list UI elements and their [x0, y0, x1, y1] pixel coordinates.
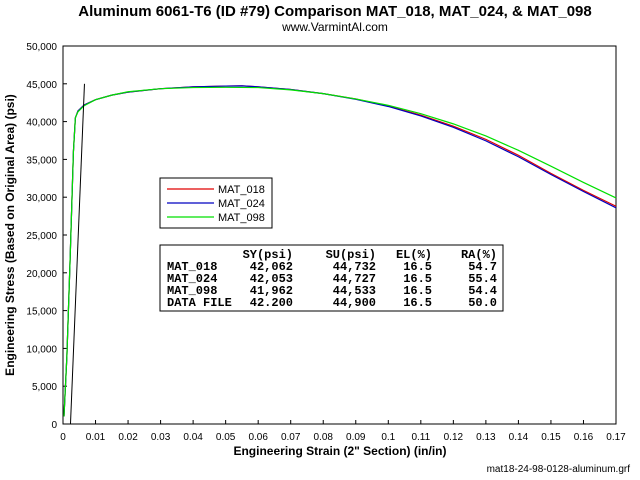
x-tick-label: 0	[60, 432, 66, 443]
x-tick-label: 0.01	[86, 432, 106, 443]
x-tick-label: 0.13	[476, 432, 496, 443]
y-tick-label: 25,000	[26, 231, 57, 242]
table-cell: 16.5	[403, 296, 432, 310]
x-tick-label: 0.02	[118, 432, 138, 443]
footer-filename: mat18-24-98-0128-aluminum.grf	[487, 464, 631, 475]
x-axis: 0 0.01 0.02 0.03 0.04 0.05 0.06 0.07 0.08 0.09 0.1…	[60, 420, 626, 443]
x-tick-label: 0.1	[381, 432, 395, 443]
table-cell: 42.200	[250, 296, 293, 310]
table-header: RA(%)	[461, 248, 497, 262]
plot-area	[62, 45, 617, 425]
table-cell: MAT_024	[167, 272, 217, 286]
y-tick-label: 15,000	[26, 307, 57, 318]
table-cell: 54.7	[468, 260, 497, 274]
table-cell: 16.5	[403, 272, 432, 286]
table-cell: 44,533	[333, 284, 376, 298]
table-header: SY(psi)	[243, 248, 293, 262]
table-cell: 41,962	[250, 284, 293, 298]
x-tick-label: 0.11	[411, 432, 430, 443]
legend-label: MAT_098	[218, 212, 265, 224]
table-cell: 16.5	[403, 284, 432, 298]
table-cell: 55.4	[468, 272, 497, 286]
x-tick-label: 0.15	[541, 432, 561, 443]
x-tick-label: 0.12	[444, 432, 464, 443]
x-tick-label: 0.04	[183, 432, 203, 443]
x-tick-label: 0.03	[151, 432, 171, 443]
results-table: SY(psi) SU(psi) EL(%) RA(%) MAT_018 42,062 44,…	[159, 244, 504, 312]
elastic-reference-line	[69, 83, 85, 425]
legend: MAT_018 MAT_024 MAT_098	[159, 177, 273, 229]
series-line-mat-098	[63, 86, 617, 417]
table-header: SU(psi)	[326, 248, 376, 262]
x-axis-label: Engineering Strain (2" Section) (in/in)	[233, 444, 446, 458]
x-tick-label: 0.14	[509, 432, 529, 443]
y-tick-label: 20,000	[26, 269, 57, 280]
y-tick-label: 5,000	[32, 382, 57, 393]
table-cell: 16.5	[403, 260, 432, 274]
table-cell: MAT_018	[167, 260, 217, 274]
x-tick-label: 0.06	[248, 432, 268, 443]
chart-subtitle: www.VarmintAl.com	[281, 20, 388, 34]
table-cell: 44,732	[333, 260, 376, 274]
table-cell: MAT_098	[167, 284, 217, 298]
table-cell: 42,062	[250, 260, 293, 274]
table-header: EL(%)	[396, 248, 432, 262]
y-tick-label: 45,000	[26, 80, 57, 91]
y-tick-label: 35,000	[26, 155, 57, 166]
table-cell: 54.4	[468, 284, 497, 298]
chart-title: Aluminum 6061-T6 (ID #79) Comparison MAT…	[78, 3, 591, 20]
table-cell: 44,900	[333, 296, 376, 310]
legend-label: MAT_018	[218, 184, 265, 196]
table-cell: 50.0	[468, 296, 497, 310]
y-tick-label: 40,000	[26, 118, 57, 129]
table-cell: 42,053	[250, 272, 293, 286]
series-layer	[63, 83, 617, 425]
y-tick-label: 50,000	[26, 42, 57, 53]
table-cell: DATA FILE	[167, 296, 232, 310]
x-tick-label: 0.07	[281, 432, 301, 443]
x-tick-label: 0.08	[314, 432, 334, 443]
x-tick-label: 0.05	[216, 432, 236, 443]
x-tick-label: 0.09	[346, 432, 366, 443]
table-cell: 44,727	[333, 272, 376, 286]
y-tick-label: 30,000	[26, 193, 57, 204]
x-tick-label: 0.16	[574, 432, 594, 443]
x-tick-label: 0.17	[606, 432, 626, 443]
y-axis-label: Engineering Stress (Based on Original Ar…	[3, 94, 17, 376]
y-tick-label: 10,000	[26, 344, 57, 355]
legend-label: MAT_024	[218, 198, 265, 210]
y-axis: 0 5,000 10,000 15,000 20,000 25,000 30,000 35,0…	[26, 42, 67, 431]
results-table-box	[159, 244, 504, 312]
y-tick-label: 0	[51, 420, 57, 431]
